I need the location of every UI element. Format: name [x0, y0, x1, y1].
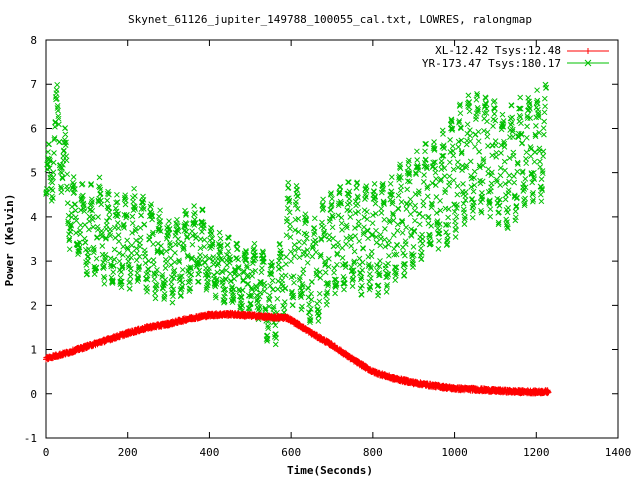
- x-tick-label: 0: [43, 446, 50, 459]
- y-tick-label: 2: [30, 299, 37, 312]
- y-tick-label: 8: [30, 34, 37, 47]
- series-layer: [43, 81, 552, 397]
- legend-marker-series-1: [585, 48, 591, 54]
- y-tick-label: -1: [24, 432, 37, 445]
- y-tick-label: 1: [30, 344, 37, 357]
- legend-label-series-1: XL-12.42 Tsys:12.48: [435, 44, 561, 57]
- x-tick-label: 1200: [523, 446, 550, 459]
- series-yr: [43, 81, 550, 348]
- legend-marker-series-2: [584, 59, 592, 67]
- x-tick-label: 800: [363, 446, 383, 459]
- legend: XL-12.42 Tsys:12.48 YR-173.47 Tsys:180.1…: [422, 44, 609, 70]
- legend-label-series-2: YR-173.47 Tsys:180.17: [422, 57, 561, 70]
- y-axis-label: Power (Kelvin): [3, 194, 16, 287]
- y-axis-ticks: -1 0 1 2 3 4 5 6 7 8: [24, 34, 618, 445]
- series-xl-points: [43, 309, 552, 397]
- chart-title: Skynet_61126_jupiter_149788_100055_cal.t…: [128, 13, 532, 26]
- y-tick-label: 3: [30, 255, 37, 268]
- y-tick-label: 7: [30, 78, 37, 91]
- y-tick-label: 0: [30, 388, 37, 401]
- x-tick-label: 1000: [441, 446, 468, 459]
- series-yr-points: [43, 81, 550, 348]
- y-tick-label: 5: [30, 167, 37, 180]
- x-axis-label: Time(Seconds): [287, 464, 373, 477]
- x-tick-label: 400: [199, 446, 219, 459]
- y-tick-label: 4: [30, 211, 37, 224]
- y-tick-label: 6: [30, 122, 37, 135]
- x-axis-ticks: 0 200 400 600 800 1000 1200 1400: [43, 40, 632, 459]
- plot-frame: [45, 39, 619, 439]
- x-tick-label: 600: [281, 446, 301, 459]
- series-xl: [43, 309, 552, 397]
- x-tick-label: 1400: [605, 446, 632, 459]
- x-tick-label: 200: [118, 446, 138, 459]
